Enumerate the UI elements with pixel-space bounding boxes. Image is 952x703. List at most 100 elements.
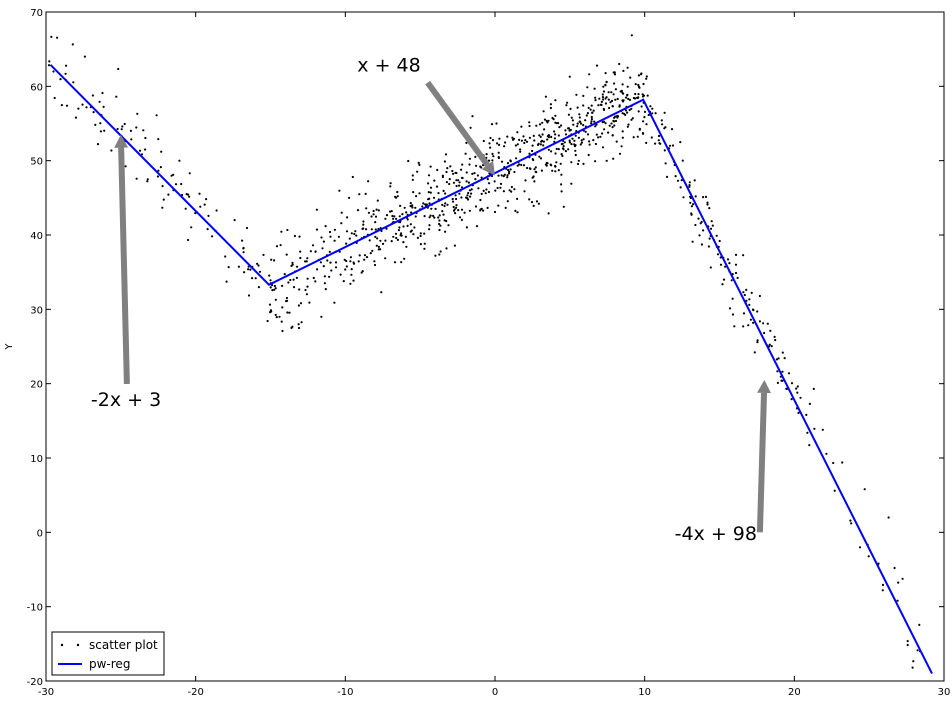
scatter-point xyxy=(574,134,577,137)
scatter-point xyxy=(72,81,75,84)
scatter-point xyxy=(707,245,711,248)
scatter-point xyxy=(769,329,772,332)
scatter-point xyxy=(557,148,560,151)
scatter-point xyxy=(174,183,178,186)
scatter-point xyxy=(418,192,421,195)
scatter-point xyxy=(542,110,545,113)
scatter-point xyxy=(730,279,733,282)
scatter-point xyxy=(774,338,777,342)
scatter-point xyxy=(586,112,590,115)
scatter-point xyxy=(577,159,580,162)
scatter-point xyxy=(641,93,644,96)
scatter-point xyxy=(557,169,560,172)
scatter-point xyxy=(442,213,445,216)
scatter-point xyxy=(642,82,645,86)
scatter-point xyxy=(663,111,666,114)
scatter-point xyxy=(647,113,650,117)
scatter-point xyxy=(372,213,375,216)
scatter-point xyxy=(355,234,358,237)
scatter-point xyxy=(496,142,499,145)
scatter-point xyxy=(790,398,793,401)
scatter-point xyxy=(493,180,496,183)
scatter-point xyxy=(599,135,602,138)
scatter-point xyxy=(616,114,619,117)
scatter-point xyxy=(547,148,550,151)
scatter-point xyxy=(577,136,581,139)
scatter-point xyxy=(506,135,509,138)
scatter-point xyxy=(637,83,640,87)
scatter-point xyxy=(645,75,648,78)
annotation-text: -2x + 3 xyxy=(91,389,161,411)
scatter-point xyxy=(480,176,483,179)
scatter-point xyxy=(422,202,425,205)
scatter-point xyxy=(81,103,84,106)
scatter-point xyxy=(582,104,585,107)
scatter-point xyxy=(496,186,499,190)
scatter-point xyxy=(96,143,100,146)
scatter-point xyxy=(273,288,276,291)
scatter-point xyxy=(590,104,593,107)
scatter-point xyxy=(560,153,563,156)
scatter-point xyxy=(554,114,557,117)
scatter-point xyxy=(370,228,373,231)
scatter-point xyxy=(579,120,582,123)
scatter-point xyxy=(560,173,563,176)
scatter-point xyxy=(324,225,327,228)
scatter-point xyxy=(455,197,458,201)
scatter-point xyxy=(546,138,549,141)
scatter-point xyxy=(574,153,577,157)
scatter-point xyxy=(396,190,399,194)
scatter-point xyxy=(571,119,575,122)
scatter-point xyxy=(608,106,611,110)
scatter-point xyxy=(432,214,435,217)
scatter-point xyxy=(579,122,583,125)
scatter-point xyxy=(436,168,439,172)
scatter-point xyxy=(506,176,509,179)
scatter-point xyxy=(570,182,573,185)
scatter-point xyxy=(604,122,607,125)
scatter-point xyxy=(645,123,648,126)
scatter-point xyxy=(731,297,734,300)
scatter-point xyxy=(906,643,909,647)
scatter-point xyxy=(594,142,598,146)
scatter-point xyxy=(416,170,419,173)
scatter-point xyxy=(419,243,422,246)
scatter-point xyxy=(402,241,405,244)
scatter-point xyxy=(706,201,709,204)
scatter-point xyxy=(437,216,440,219)
scatter-point xyxy=(618,62,621,66)
scatter-point xyxy=(401,213,404,216)
scatter-point xyxy=(538,134,541,137)
scatter-point xyxy=(555,161,558,164)
scatter-point xyxy=(559,162,562,165)
scatter-point xyxy=(477,187,480,190)
scatter-point xyxy=(377,209,380,212)
scatter-point xyxy=(465,180,468,183)
scatter-point xyxy=(812,387,815,390)
scatter-point xyxy=(734,271,738,275)
scatter-point xyxy=(205,198,208,201)
legend-label-pw-reg: pw-reg xyxy=(89,657,130,671)
scatter-point xyxy=(781,379,784,382)
scatter-point xyxy=(439,250,442,253)
scatter-point xyxy=(136,112,139,115)
scatter-point xyxy=(601,96,605,99)
scatter-point xyxy=(736,276,739,279)
scatter-point xyxy=(245,226,249,230)
scatter-point xyxy=(555,147,558,150)
scatter-point xyxy=(726,258,730,261)
scatter-point xyxy=(326,259,329,262)
scatter-point xyxy=(362,220,365,223)
scatter-point xyxy=(642,132,645,135)
scatter-point xyxy=(437,192,440,195)
scatter-point xyxy=(722,278,726,281)
scatter-point xyxy=(474,205,478,208)
scatter-point xyxy=(454,171,457,174)
scatter-point xyxy=(172,173,175,176)
scatter-point xyxy=(543,118,547,121)
scatter-point xyxy=(286,228,289,232)
scatter-point xyxy=(533,168,536,171)
scatter-point xyxy=(468,189,471,192)
scatter-point xyxy=(523,190,526,193)
scatter-point xyxy=(442,189,445,192)
